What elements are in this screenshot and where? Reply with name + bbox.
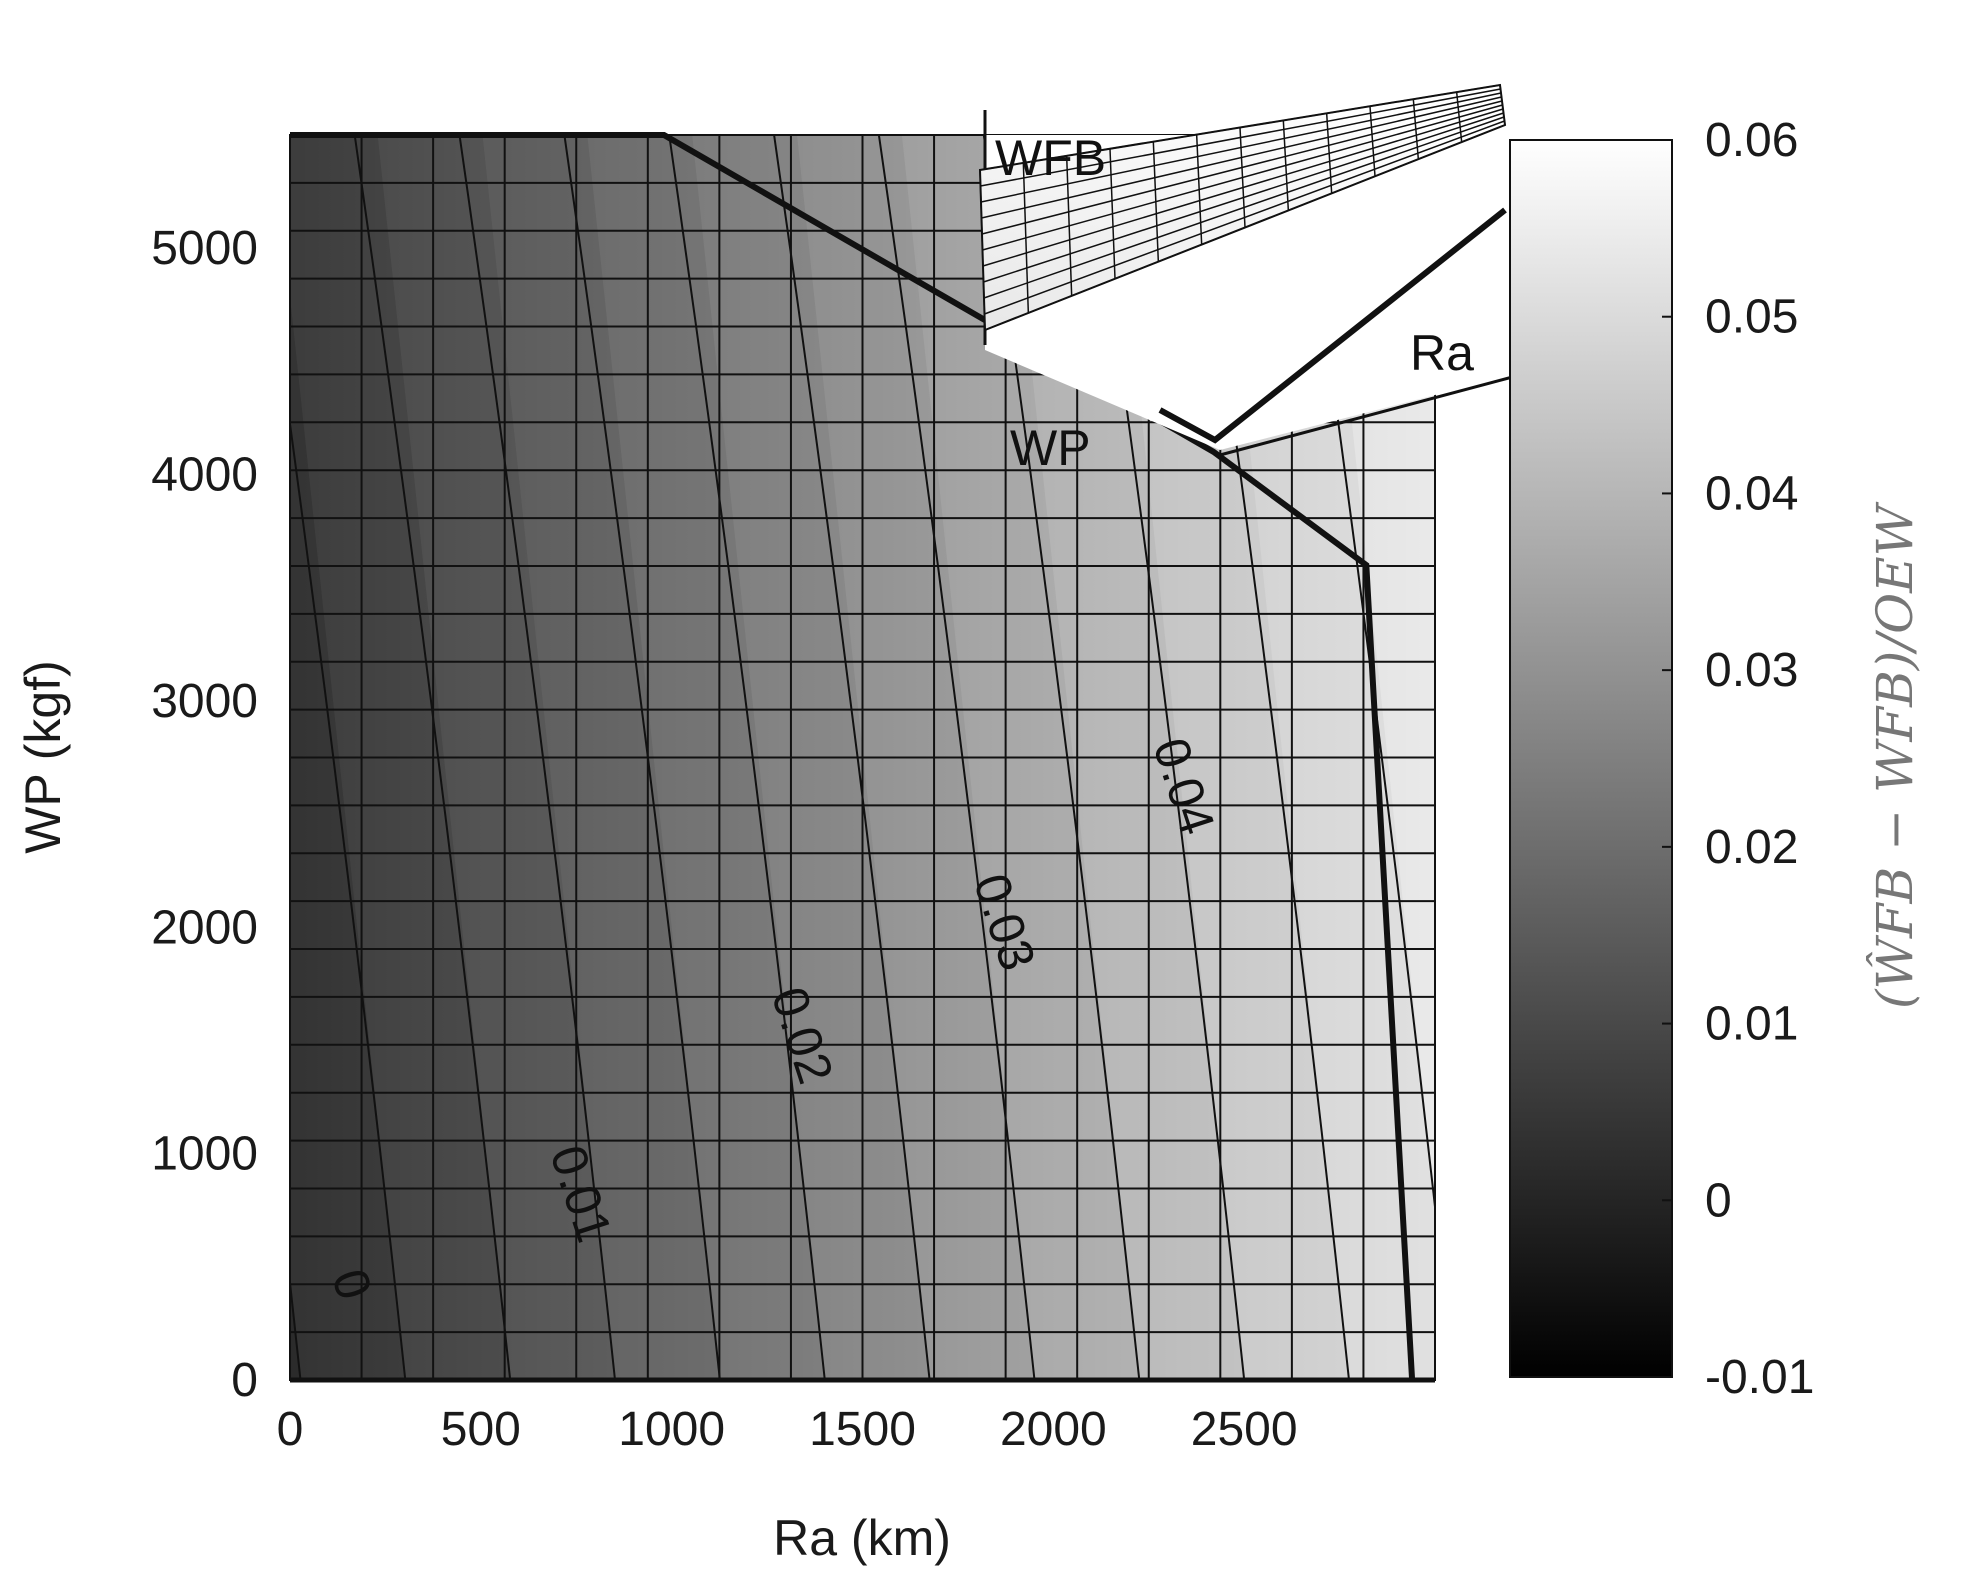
y-tick-label: 2000 [151, 901, 258, 954]
x-tick-label: 500 [441, 1403, 521, 1456]
contour-line [290, 416, 407, 1380]
y-tick-label: 4000 [151, 449, 258, 502]
y-tick-label: 1000 [151, 1128, 258, 1181]
shading-band [290, 1281, 301, 1380]
colorbar-tick-label: 0.03 [1705, 644, 1798, 697]
x-tick-label: 1500 [809, 1403, 916, 1456]
inset-mesh-line [980, 92, 1502, 203]
x-tick-label: 2000 [1000, 1403, 1107, 1456]
contour-line [563, 135, 721, 1380]
inset-label-wfb: WFB [995, 130, 1106, 186]
colorbar-tick-label: 0.01 [1705, 998, 1798, 1051]
y-axis-title: WP (kgf) [15, 660, 71, 854]
x-axis-title: Ra (km) [773, 1510, 951, 1566]
x-tick-label: 1000 [618, 1403, 725, 1456]
y-tick-label: 0 [231, 1354, 258, 1407]
colorbar: -0.01 0 0.01 0.02 0.03 0.04 0.05 0.06 (ŴFB − WF… [1509, 114, 1924, 1404]
inset-mesh-line [981, 100, 1503, 235]
inset-mesh-line [979, 84, 1501, 171]
inset-mesh-line [984, 124, 1506, 331]
inset-mesh [978, 83, 1507, 332]
inset-mesh-line [984, 120, 1505, 315]
inset-axis-ra [1219, 373, 1521, 457]
contour-line [458, 135, 616, 1380]
inset-3d-surface: WFB Ra WP [978, 83, 1521, 476]
inset-mesh-line [982, 108, 1504, 267]
x-tick-label: 0 [277, 1403, 304, 1456]
colorbar-tick-label: 0.04 [1705, 467, 1798, 520]
inset-mesh-line [983, 112, 1504, 283]
inset-mesh-line [982, 104, 1503, 251]
contour-line [773, 135, 931, 1380]
colorbar-tick-label: 0.02 [1705, 821, 1798, 874]
inset-label-wp: WP [1010, 420, 1091, 476]
colorbar-tick-label: 0.05 [1705, 291, 1798, 344]
y-axis-ticks: 0 1000 2000 3000 4000 5000 [151, 222, 258, 1407]
y-tick-label: 5000 [151, 222, 258, 275]
inset-surface-edge [1158, 207, 1507, 444]
colorbar-tick-label: 0 [1705, 1174, 1732, 1227]
colorbar-title: (ŴFB − WFB)/OEW [1865, 501, 1924, 1009]
colorbar-tick-label: -0.01 [1705, 1351, 1814, 1404]
y-tick-label: 3000 [151, 675, 258, 728]
colorbar-tick-label: 0.06 [1705, 114, 1798, 167]
inset-mesh-line [980, 88, 1501, 187]
contour-line [668, 135, 826, 1380]
x-axis-ticks: 0 500 1000 1500 2000 2500 [277, 1403, 1298, 1456]
x-tick-label: 2500 [1191, 1403, 1298, 1456]
contour-line [290, 1273, 302, 1380]
colorbar-gradient [1509, 139, 1673, 1378]
inset-mesh-line [983, 116, 1505, 299]
colorbar-ticks: -0.01 0 0.01 0.02 0.03 0.04 0.05 0.06 [1662, 114, 1814, 1404]
inset-label-ra: Ra [1410, 325, 1474, 381]
contour-line [353, 135, 512, 1380]
contour-line [877, 135, 1036, 1380]
shading-band [290, 297, 406, 1380]
inset-mesh-line [981, 96, 1502, 219]
